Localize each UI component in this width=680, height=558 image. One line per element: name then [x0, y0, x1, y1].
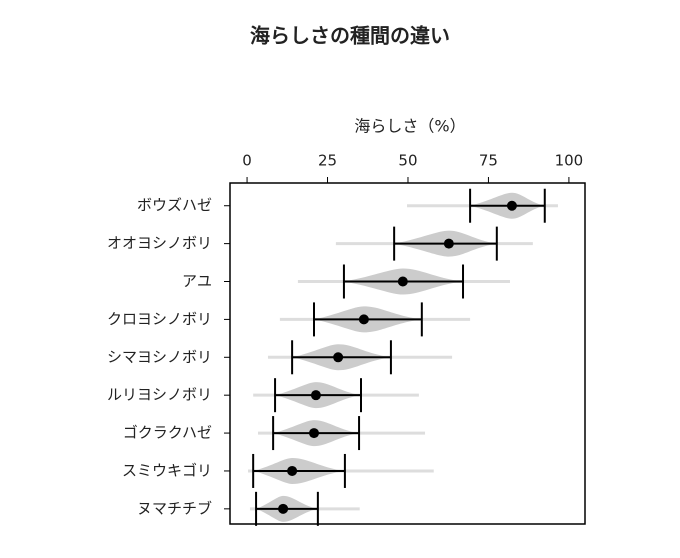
x-tick-label: 25 [318, 152, 337, 170]
mean-point [443, 238, 454, 249]
mean-point [358, 314, 369, 325]
y-tick-label: ルリヨシノボリ [107, 386, 212, 404]
y-tick-label: ボウズハゼ [137, 196, 212, 214]
x-tick-label: 0 [242, 152, 252, 170]
x-tick-label: 100 [555, 152, 584, 170]
y-tick-label: ゴクラクハゼ [123, 424, 212, 442]
x-axis-label: 海らしさ（%） [354, 117, 465, 136]
mean-point [278, 503, 289, 514]
mean-point [333, 352, 344, 363]
x-tick-label: 75 [479, 152, 498, 170]
mean-point [309, 428, 320, 439]
mean-point [287, 465, 298, 476]
chart-title: 海らしさの種間の違い [250, 24, 450, 48]
y-tick-label: スミウキゴリ [122, 461, 212, 479]
y-tick-label: オオヨシノボリ [107, 234, 212, 252]
y-tick-label: シマヨシノボリ [107, 348, 212, 366]
y-tick-label: アユ [182, 272, 212, 290]
x-tick-label: 50 [398, 152, 417, 170]
mean-point [397, 276, 408, 287]
y-tick-label: ヌマチチブ [137, 499, 212, 517]
mean-point [506, 200, 517, 211]
mean-point [310, 390, 321, 401]
y-tick-label: クロヨシノボリ [107, 310, 212, 328]
